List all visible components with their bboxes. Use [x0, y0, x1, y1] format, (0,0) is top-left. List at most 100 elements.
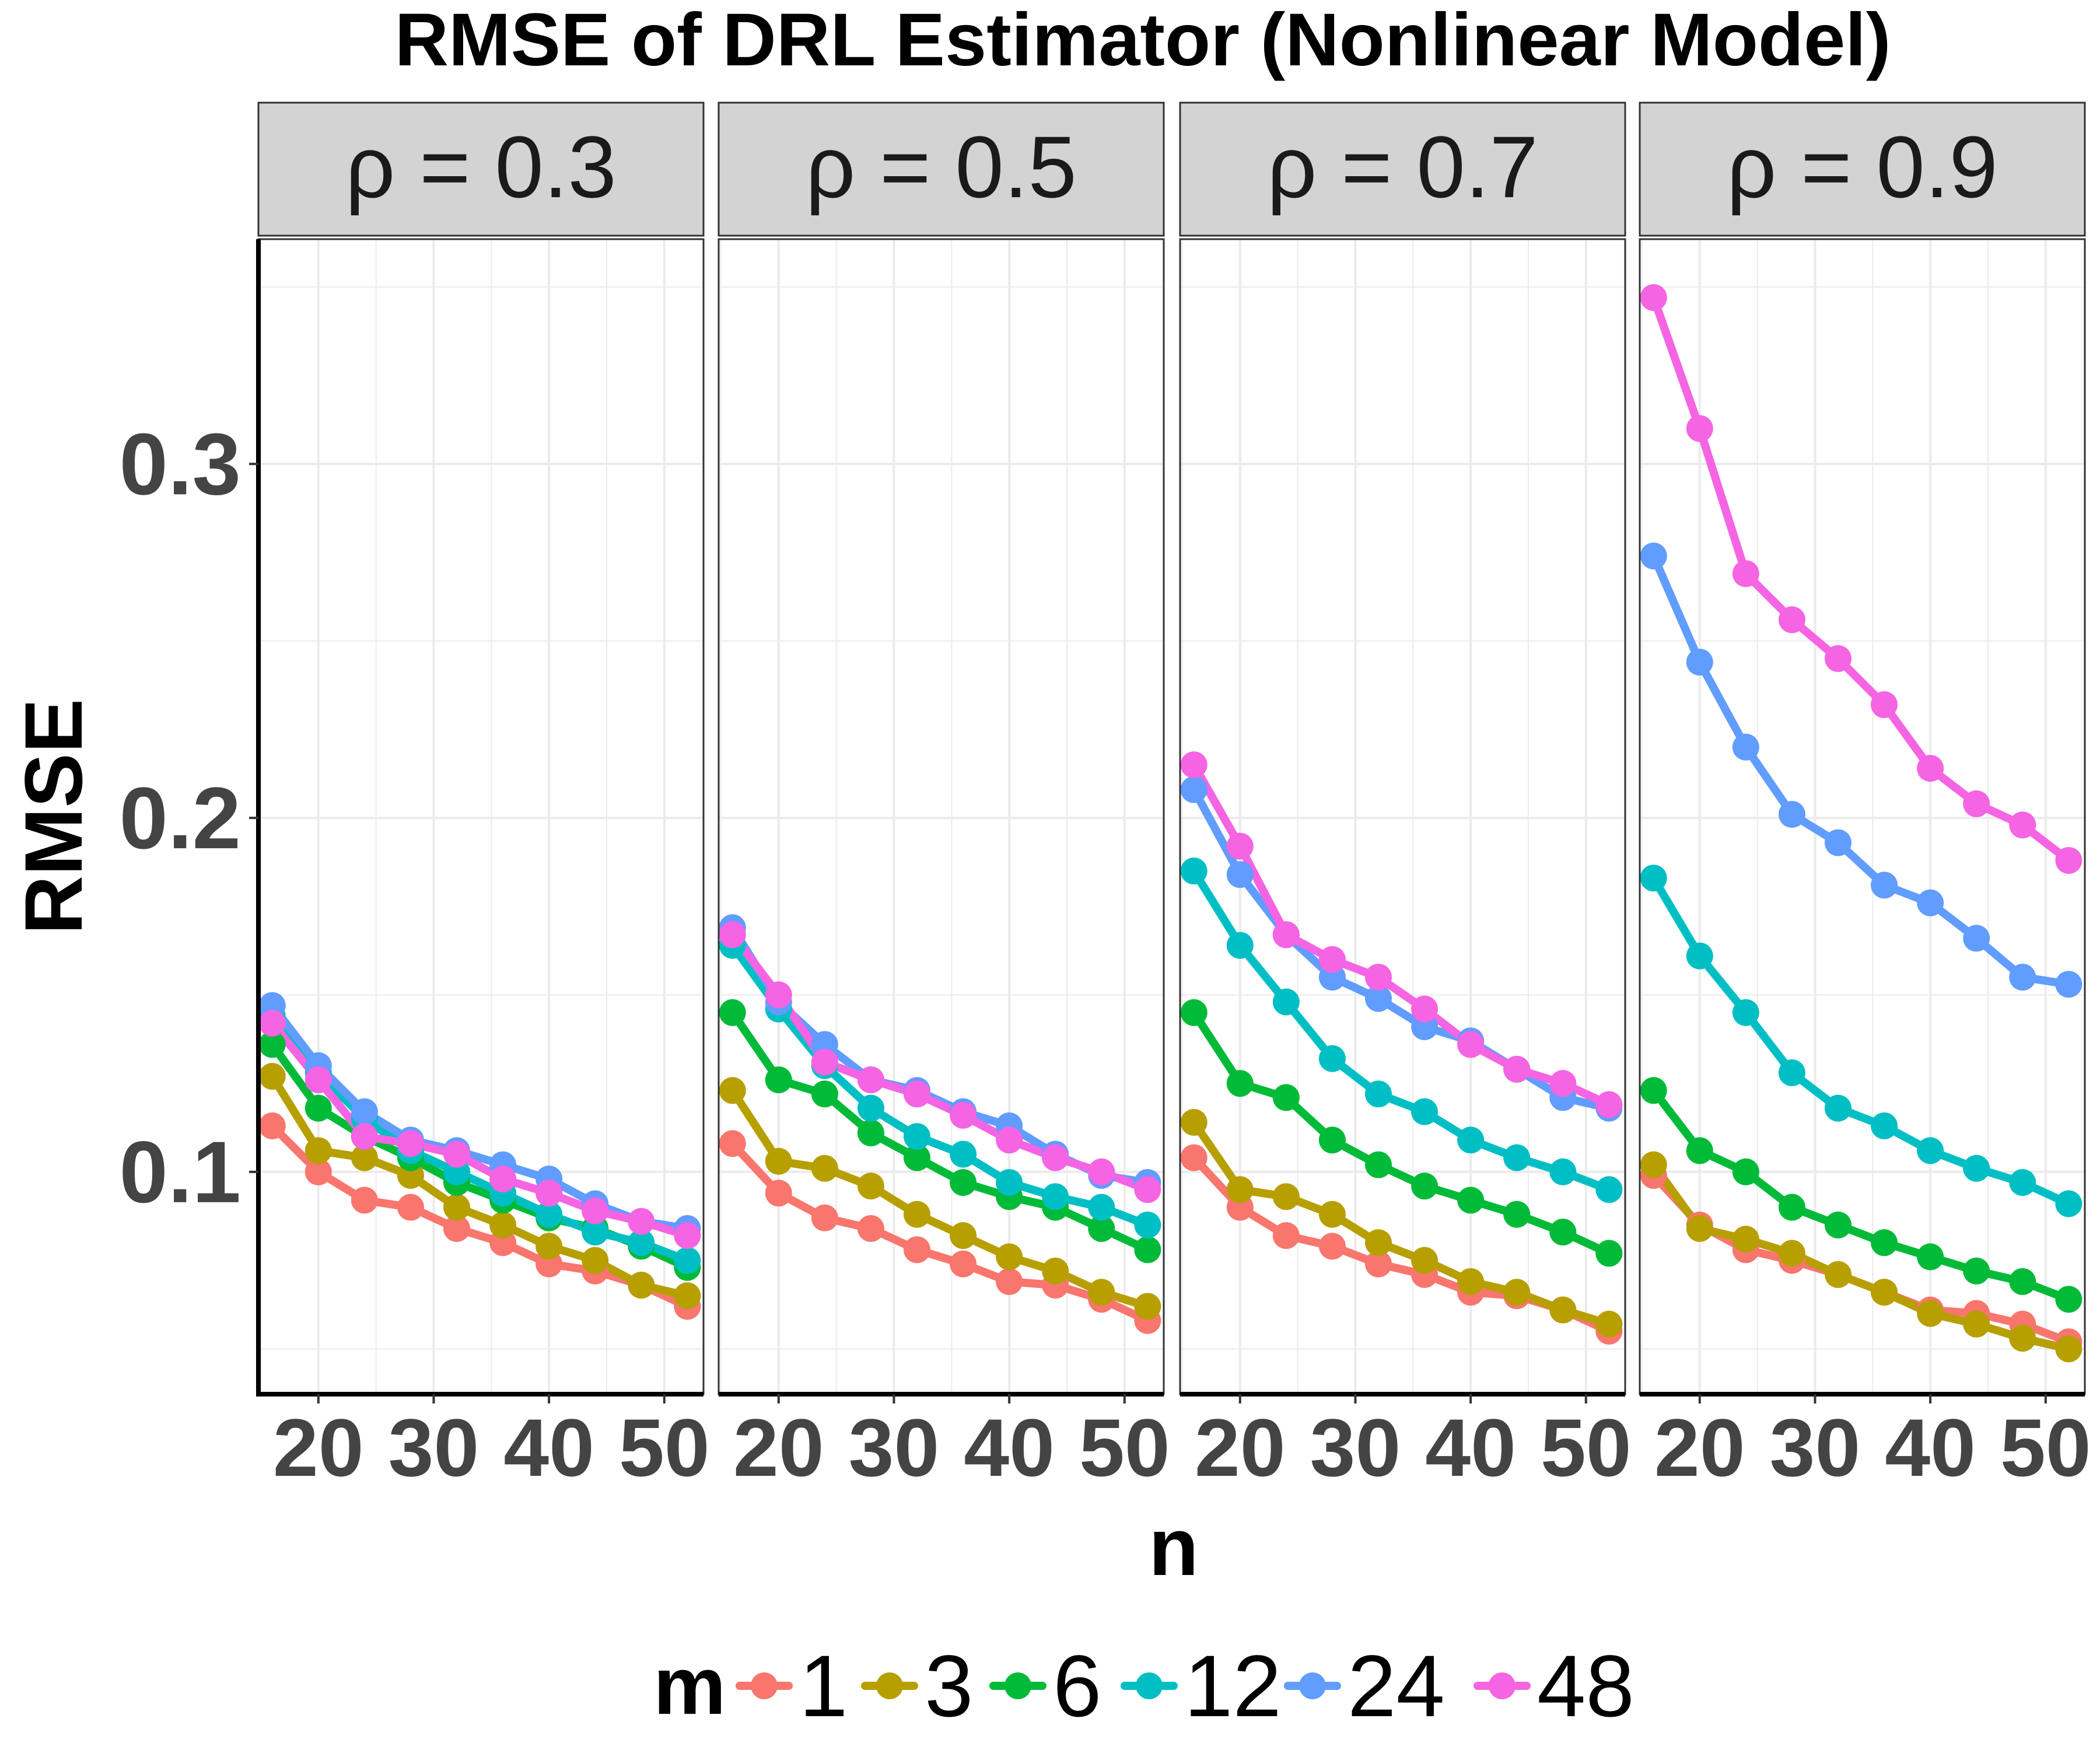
data-point-m48 — [351, 1123, 378, 1150]
data-point-m3 — [304, 1137, 332, 1164]
data-point-m48 — [1871, 691, 1898, 718]
data-point-m1 — [857, 1215, 884, 1242]
data-point-m3 — [2009, 1325, 2036, 1352]
data-point-m48 — [397, 1130, 424, 1157]
data-point-m3 — [674, 1282, 701, 1310]
legend-item-m12: 12 — [1121, 1637, 1282, 1735]
data-point-m48 — [1503, 1055, 1531, 1083]
data-point-m3 — [1595, 1310, 1623, 1338]
data-point-m6 — [1272, 1084, 1300, 1111]
data-point-m12 — [1503, 1144, 1531, 1171]
data-point-m24 — [1824, 829, 1852, 856]
panel-3: ρ = 0.7 20 30 40 50 — [1179, 102, 1632, 1493]
x-tick-label: 30 — [1310, 1402, 1401, 1493]
series-line-m12 — [1189, 867, 1614, 1194]
data-point-m24 — [2009, 964, 2036, 991]
data-point-m3 — [1272, 1183, 1300, 1210]
data-point-m3 — [628, 1272, 655, 1299]
panel-plot-area — [1180, 239, 1625, 1394]
data-point-m12 — [1318, 1045, 1346, 1072]
series-line-m3 — [728, 1086, 1152, 1311]
series-line-m6 — [1649, 1086, 2073, 1304]
data-point-m6 — [2009, 1268, 2036, 1296]
data-point-m6 — [1595, 1240, 1623, 1267]
series-line-m1 — [268, 1122, 692, 1311]
panel-strip — [1179, 102, 1626, 237]
data-point-m24 — [1732, 733, 1759, 761]
data-point-m48 — [258, 1010, 286, 1037]
y-axis: 0.1 0.2 0.3 — [119, 239, 261, 1396]
data-point-m6 — [1917, 1243, 1944, 1270]
series-line-m48 — [728, 930, 1152, 1194]
x-tick-label: 20 — [273, 1402, 364, 1493]
series-line-m12 — [268, 1012, 692, 1265]
data-point-m24 — [1180, 776, 1208, 803]
x-tick-label: 30 — [1770, 1402, 1861, 1493]
data-point-m48 — [1824, 645, 1852, 673]
legend-item-m6: 6 — [989, 1637, 1101, 1735]
data-point-m3 — [1503, 1279, 1531, 1306]
x-tick-label: 50 — [619, 1402, 710, 1493]
data-point-m3 — [1134, 1293, 1161, 1320]
data-point-m48 — [950, 1101, 977, 1129]
data-point-m48 — [1364, 964, 1392, 991]
data-point-m12 — [1595, 1176, 1623, 1203]
data-point-m1 — [443, 1215, 470, 1242]
series-line-m24 — [1649, 552, 2073, 989]
data-point-m48 — [2055, 846, 2082, 874]
legend-key-point — [1005, 1672, 1031, 1699]
x-tick-label: 40 — [503, 1402, 594, 1493]
data-point-m3 — [1549, 1296, 1577, 1324]
data-point-m1 — [903, 1236, 930, 1264]
data-point-m12 — [1180, 858, 1208, 885]
data-point-m3 — [1824, 1261, 1852, 1288]
series-line-m48 — [1649, 293, 2073, 864]
data-point-m3 — [1226, 1176, 1254, 1203]
data-point-m6 — [1778, 1194, 1805, 1221]
data-point-m12 — [1226, 932, 1254, 959]
data-point-m3 — [582, 1247, 609, 1274]
data-point-m3 — [258, 1063, 286, 1090]
data-point-m48 — [857, 1066, 884, 1094]
data-point-m6 — [1963, 1257, 1990, 1284]
data-point-m3 — [811, 1154, 838, 1182]
panel-4: ρ = 0.9 20 30 40 50 — [1639, 102, 2091, 1493]
data-point-m12 — [1134, 1211, 1161, 1238]
data-point-m48 — [1226, 832, 1254, 860]
data-point-m48 — [996, 1126, 1023, 1154]
data-point-m48 — [1732, 560, 1759, 587]
data-point-m3 — [1732, 1226, 1759, 1253]
data-point-m12 — [1042, 1183, 1069, 1210]
x-tick-label: 50 — [2000, 1402, 2091, 1493]
data-point-m12 — [1640, 864, 1667, 892]
data-point-m48 — [536, 1180, 563, 1207]
data-point-m12 — [2009, 1169, 2036, 1196]
data-point-m6 — [1824, 1211, 1852, 1238]
panel-2: ρ = 0.5 20 30 40 50 — [718, 102, 1170, 1493]
data-point-m6 — [811, 1080, 838, 1108]
data-point-m3 — [536, 1233, 563, 1260]
data-point-m6 — [1411, 1172, 1438, 1200]
data-point-m12 — [1824, 1094, 1852, 1122]
x-tick-label: 30 — [388, 1402, 480, 1493]
data-point-m48 — [1963, 790, 1990, 817]
x-tick-label: 20 — [733, 1402, 824, 1493]
data-point-m6 — [765, 1066, 792, 1094]
data-point-m6 — [258, 1031, 286, 1058]
data-point-m1 — [258, 1112, 286, 1140]
data-point-m1 — [1318, 1233, 1346, 1260]
data-point-m3 — [765, 1147, 792, 1175]
data-point-m48 — [1042, 1144, 1069, 1171]
data-point-m3 — [903, 1200, 930, 1228]
data-point-m12 — [674, 1247, 701, 1274]
data-point-m1 — [304, 1158, 332, 1185]
data-point-m12 — [1457, 1126, 1485, 1154]
y-tick-label: 0.2 — [119, 769, 241, 867]
data-point-m6 — [1732, 1158, 1759, 1185]
data-point-m48 — [1549, 1070, 1577, 1097]
panel-strip — [718, 102, 1165, 237]
data-point-m12 — [628, 1229, 655, 1256]
data-point-m12 — [1732, 999, 1759, 1026]
data-point-m48 — [1411, 995, 1438, 1023]
data-point-m12 — [1963, 1154, 1990, 1182]
